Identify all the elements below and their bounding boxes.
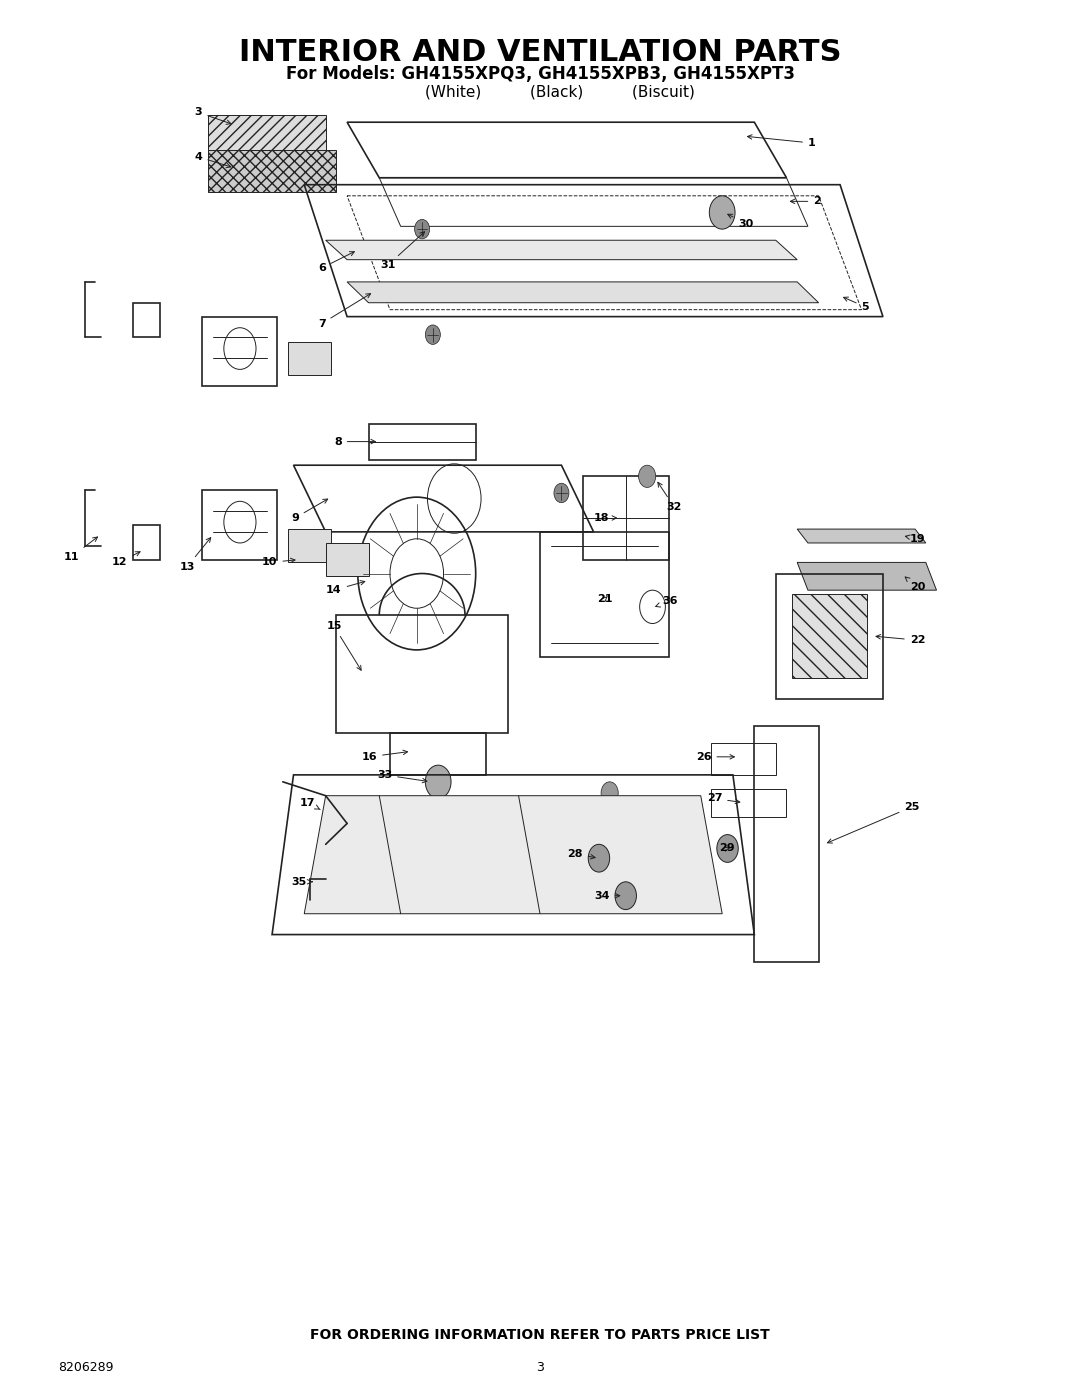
- Text: 35: 35: [292, 877, 312, 887]
- Text: 36: 36: [656, 597, 677, 608]
- Text: INTERIOR AND VENTILATION PARTS: INTERIOR AND VENTILATION PARTS: [239, 38, 841, 67]
- Circle shape: [554, 483, 569, 503]
- Text: For Models: GH4155XPQ3, GH4155XPB3, GH4155XPT3: For Models: GH4155XPQ3, GH4155XPB3, GH41…: [285, 64, 795, 82]
- Text: 17: 17: [299, 798, 320, 809]
- Text: 7: 7: [318, 293, 370, 328]
- Text: 2: 2: [791, 197, 821, 207]
- Polygon shape: [792, 594, 867, 678]
- Text: 14: 14: [326, 581, 365, 595]
- Text: 13: 13: [179, 538, 211, 571]
- Polygon shape: [797, 529, 926, 543]
- Text: 5: 5: [843, 298, 869, 312]
- Text: 4: 4: [194, 152, 231, 168]
- Text: 3: 3: [536, 1361, 544, 1375]
- Text: 10: 10: [262, 557, 295, 567]
- Text: 33: 33: [377, 770, 427, 782]
- Circle shape: [638, 465, 656, 488]
- Text: 19: 19: [905, 534, 926, 543]
- Circle shape: [717, 834, 739, 862]
- Polygon shape: [207, 116, 326, 149]
- Text: 21: 21: [597, 594, 612, 604]
- Text: 26: 26: [696, 752, 734, 761]
- Text: 34: 34: [594, 891, 620, 901]
- Text: 31: 31: [380, 232, 424, 270]
- Circle shape: [426, 766, 451, 799]
- Text: 15: 15: [326, 622, 361, 671]
- Polygon shape: [207, 149, 336, 191]
- Text: 8206289: 8206289: [57, 1361, 113, 1375]
- Text: 11: 11: [64, 536, 97, 562]
- Text: 28: 28: [567, 849, 595, 859]
- Circle shape: [710, 196, 735, 229]
- Circle shape: [426, 326, 441, 345]
- Text: 8: 8: [334, 437, 376, 447]
- Text: 30: 30: [728, 214, 754, 229]
- Text: 18: 18: [594, 513, 617, 522]
- Polygon shape: [797, 563, 936, 590]
- Text: 3: 3: [194, 108, 231, 124]
- Polygon shape: [288, 529, 332, 563]
- Text: 32: 32: [658, 482, 681, 511]
- Polygon shape: [326, 543, 368, 577]
- Circle shape: [415, 219, 430, 239]
- Circle shape: [589, 844, 609, 872]
- Text: (White)          (Black)          (Biscuit): (White) (Black) (Biscuit): [386, 84, 694, 99]
- Text: 20: 20: [905, 577, 926, 592]
- Text: 27: 27: [706, 793, 740, 803]
- Circle shape: [615, 882, 636, 909]
- Text: 29: 29: [719, 844, 735, 854]
- Polygon shape: [305, 796, 723, 914]
- Text: 25: 25: [827, 802, 920, 844]
- Text: 22: 22: [876, 634, 926, 645]
- Polygon shape: [347, 282, 819, 303]
- Text: 6: 6: [318, 251, 354, 272]
- Text: 12: 12: [112, 552, 140, 567]
- Text: FOR ORDERING INFORMATION REFER TO PARTS PRICE LIST: FOR ORDERING INFORMATION REFER TO PARTS …: [310, 1327, 770, 1341]
- Polygon shape: [288, 342, 332, 374]
- Text: 16: 16: [362, 750, 407, 761]
- Polygon shape: [326, 240, 797, 260]
- Text: 9: 9: [291, 499, 327, 522]
- Circle shape: [602, 782, 618, 805]
- Text: 1: 1: [747, 134, 815, 148]
